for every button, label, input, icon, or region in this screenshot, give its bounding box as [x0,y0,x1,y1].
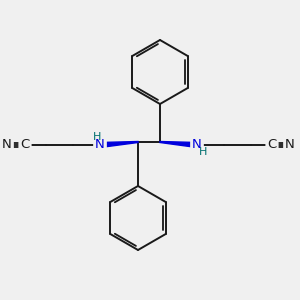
Text: C: C [267,139,277,152]
Polygon shape [100,142,138,148]
Text: H: H [199,147,207,157]
Text: N: N [192,139,202,152]
Text: C: C [20,139,30,152]
Polygon shape [160,142,197,148]
Text: N: N [2,139,12,152]
Text: N: N [95,139,105,152]
Text: H: H [93,132,101,142]
Text: N: N [285,139,295,152]
